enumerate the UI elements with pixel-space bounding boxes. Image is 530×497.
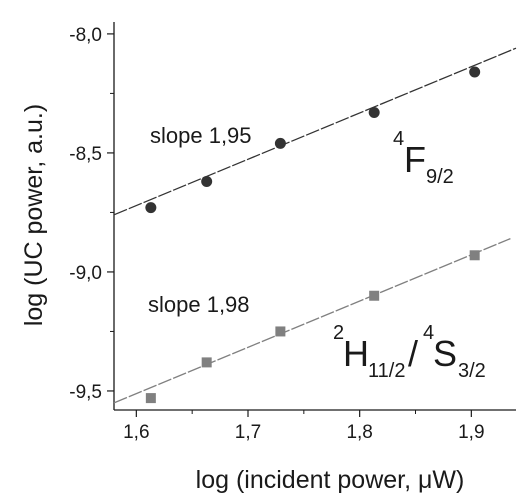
y-tick-label: -8,0 [69,25,102,46]
data-point-square [145,393,156,404]
slope-label-upper: slope 1,95 [150,123,252,148]
x-tick-label: 1,9 [458,422,484,443]
data-point-circle [145,202,157,214]
data-point-square [275,326,286,337]
x-tick-label: 1,7 [235,422,261,443]
state-label-4S32-sup: 4 [423,322,434,344]
state-label-4F92-sub: 9/2 [426,166,454,188]
state-label-4F92: 4 F 9/2 [393,128,454,188]
data-point-circle [469,66,481,78]
state-label-4F92-sup: 4 [393,128,404,150]
fit-line-series-0 [113,47,517,216]
fit-lines [113,47,517,404]
data-point-square [469,250,480,261]
y-tick-label: -8,5 [69,144,102,165]
data-point-square [369,290,380,301]
x-axis-title: log (incident power, μW) [196,466,465,494]
x-tick-label: 1,8 [346,422,372,443]
state-label-2H112-4S32: 2 H 11/2 / 4 S 3/2 [333,322,486,382]
y-tick-label: -9,5 [69,382,102,403]
axes: 1,6 1,7 1,8 1,9 -8,0 -8,5 -9,0 -9,5 [69,22,516,443]
state-label-4S32-sub: 3/2 [458,360,486,382]
state-label-2H112-sub: 11/2 [368,360,405,382]
state-label-4F92-main: F [404,139,426,180]
fit-line-series-1 [113,238,511,404]
y-axis-title: log (UC power, a.u.) [20,104,48,326]
data-points [145,66,481,404]
x-tick-label: 1,6 [123,422,149,443]
data-point-circle [201,175,213,187]
state-label-2H112-sup: 2 [333,322,344,344]
state-label-4S32-main: S [433,333,457,374]
state-label-separator: / [408,333,418,374]
data-point-circle [274,137,286,149]
data-point-circle [368,106,380,118]
state-label-2H112-main: H [343,333,369,374]
slope-label-lower: slope 1,98 [148,292,250,317]
y-tick-label: -9,0 [69,263,102,284]
data-point-square [201,357,212,368]
